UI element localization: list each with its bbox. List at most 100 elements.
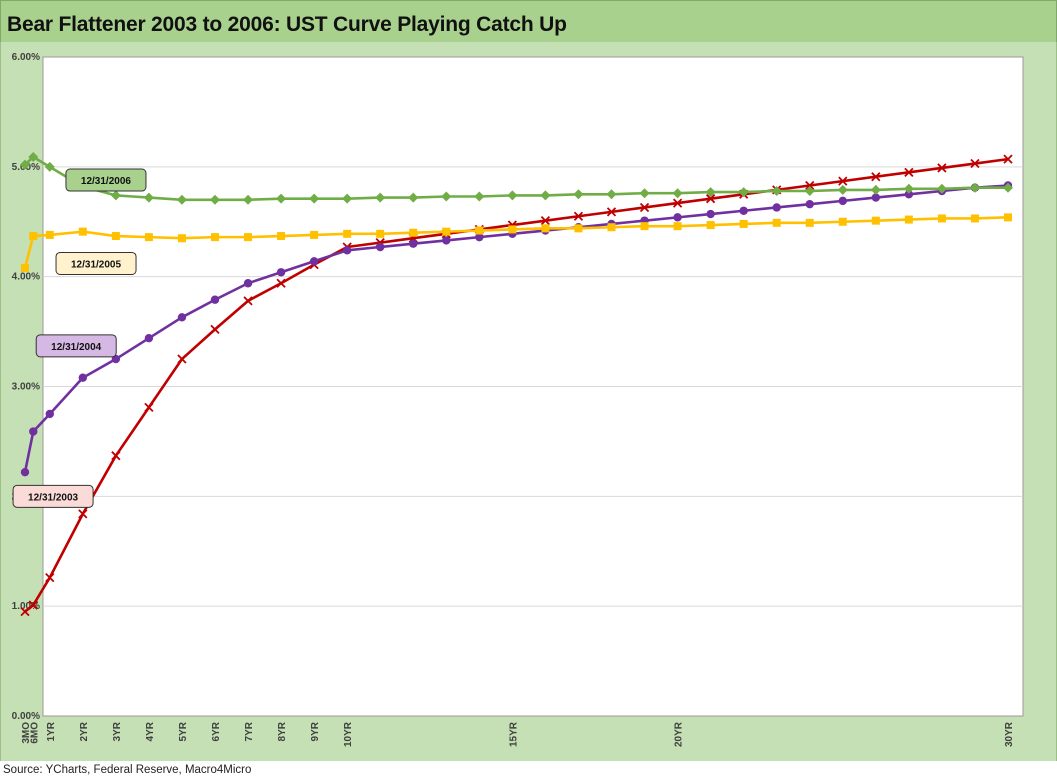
data-point [243,296,253,306]
series-line [23,216,1009,269]
data-point [309,257,319,266]
x-tick-label: 10YR [343,721,354,747]
data-point [871,172,881,182]
data-point [177,313,187,322]
series-line [24,155,1008,202]
data-point [276,268,286,277]
data-point [903,183,914,194]
data-point [739,206,748,215]
data-point [673,213,682,222]
data-point [936,183,947,194]
data-point [904,190,914,199]
data-point [309,193,320,204]
data-point [672,198,683,208]
data-point [243,194,254,205]
data-point [871,216,880,225]
data-point [144,402,154,413]
data-point [44,161,55,172]
y-tick-label: 1.00% [12,601,40,612]
data-point [805,218,814,227]
data-point [244,233,253,242]
data-point [21,263,29,272]
x-tick-label: 1YR [46,721,57,741]
data-point [144,333,154,343]
data-point [209,194,220,205]
data-point [442,236,451,245]
x-tick-label: 3MO [21,722,32,744]
data-point [639,188,650,199]
data-point [540,190,551,201]
data-point [176,194,187,205]
data-point [1003,154,1013,164]
data-point [342,246,352,255]
data-point [110,190,121,201]
data-point [738,187,749,198]
data-point [706,221,715,230]
data-point [20,467,30,477]
data-point [111,232,120,241]
data-point [706,209,715,219]
label-12/31/2006: 12/31/2006 [65,168,147,192]
data-point [143,192,154,203]
data-point [705,194,716,204]
series-label-text: 12/31/2003 [28,492,78,503]
data-point [705,187,716,198]
chart-title: Bear Flattener 2003 to 2006: UST Curve P… [7,13,567,36]
data-point [970,214,979,223]
data-point [29,232,38,241]
data-point [45,572,55,583]
data-point [210,233,219,242]
data-point [376,242,385,252]
data-point [507,190,518,201]
label-box [35,334,117,358]
data-point [276,278,286,288]
data-point [904,167,914,177]
data-point [871,193,881,202]
data-point [639,202,650,213]
data-point [408,192,419,203]
data-point [210,324,220,335]
x-tick-label: 6MO [29,722,40,744]
data-point [177,354,187,364]
data-point [442,227,451,236]
data-point [540,216,551,226]
x-tick-label: 3YR [112,721,123,741]
y-tick-label: 6.00% [12,52,40,63]
source-note: Source: YCharts, Federal Reserve, Macro4… [3,764,252,776]
label-box [55,251,137,275]
series-line [24,157,1009,613]
x-tick-label: 8YR [277,721,288,741]
x-tick-label: 2YR [79,721,90,741]
data-point [508,225,517,234]
data-point [804,185,815,196]
data-point [78,227,87,236]
series-12/31/2004 [20,181,1013,477]
data-point [78,509,88,519]
data-point [904,215,913,224]
data-point [441,191,452,202]
x-tick-label: 15YR [508,721,519,747]
data-point [29,427,38,436]
x-tick-label: 5YR [178,721,189,741]
data-point [772,203,781,212]
x-tick-label: 9YR [310,721,321,741]
data-point [805,180,815,191]
data-point [573,189,584,200]
data-point [640,222,649,231]
label-12/31/2003: 12/31/2003 [12,484,94,508]
grid-lines [43,166,1023,607]
x-tick-label: 6YR [211,721,222,741]
data-point [20,607,30,617]
data-point [838,217,847,226]
label-12/31/2005: 12/31/2005 [55,251,137,275]
x-tick-label: 30YR [1004,721,1015,747]
data-point [243,279,253,288]
data-point [672,188,683,199]
data-point [177,234,186,243]
data-point [409,239,418,248]
data-point [28,600,38,610]
data-point [474,191,485,202]
data-point [838,196,847,206]
data-point [771,185,782,196]
